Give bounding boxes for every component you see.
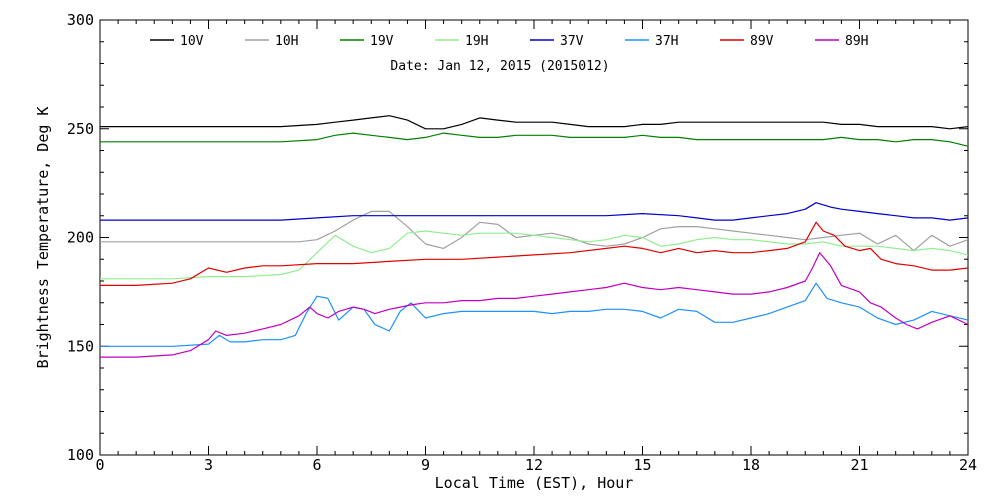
legend-label-19v: 19V [370,34,394,49]
series-line-19h [100,230,969,280]
chart-subtitle: Date: Jan 12, 2015 (2015012) [390,59,609,74]
series-line-19v [100,132,969,147]
x-tick-label: 21 [850,456,868,474]
plot-area-frame [99,19,969,456]
x-tick-label: 24 [959,456,977,474]
x-tick-label: 18 [742,456,760,474]
series-line-10v [100,115,969,130]
x-tick-label: 12 [525,456,543,474]
x-tick-label: 3 [204,456,213,474]
x-tick-label: 9 [421,456,430,474]
y-axis-title: Brightness Temperature, Deg K [34,107,52,369]
legend-label-37h: 37H [655,34,678,49]
legend-label-89v: 89V [750,34,774,49]
y-tick-label: 100 [67,446,94,464]
series-line-89h [100,252,969,358]
legend-label-10v: 10V [180,34,204,49]
legend-label-19h: 19H [465,34,488,49]
x-tick-label: 0 [95,456,104,474]
series-layer [100,115,969,358]
legend-label-10h: 10H [275,34,298,49]
x-tick-label: 15 [633,456,651,474]
y-tick-label: 300 [67,11,94,29]
legend-label-89h: 89H [845,34,868,49]
x-tick-label: 6 [312,456,321,474]
x-axis-title: Local Time (EST), Hour [435,474,634,492]
y-tick-label: 200 [67,229,94,247]
legend: 10V 10H 19V 19H 37V 37H 89V 89H [150,34,868,49]
series-line-89v [100,221,969,286]
series-line-37h [100,282,969,347]
series-line-37v [100,202,969,221]
y-tick-label: 150 [67,337,94,355]
axes-layer: 0 3 6 9 12 15 18 21 24 100 150 200 250 300 [67,11,977,474]
legend-label-37v: 37V [560,34,584,49]
y-tick-label: 250 [67,120,94,138]
